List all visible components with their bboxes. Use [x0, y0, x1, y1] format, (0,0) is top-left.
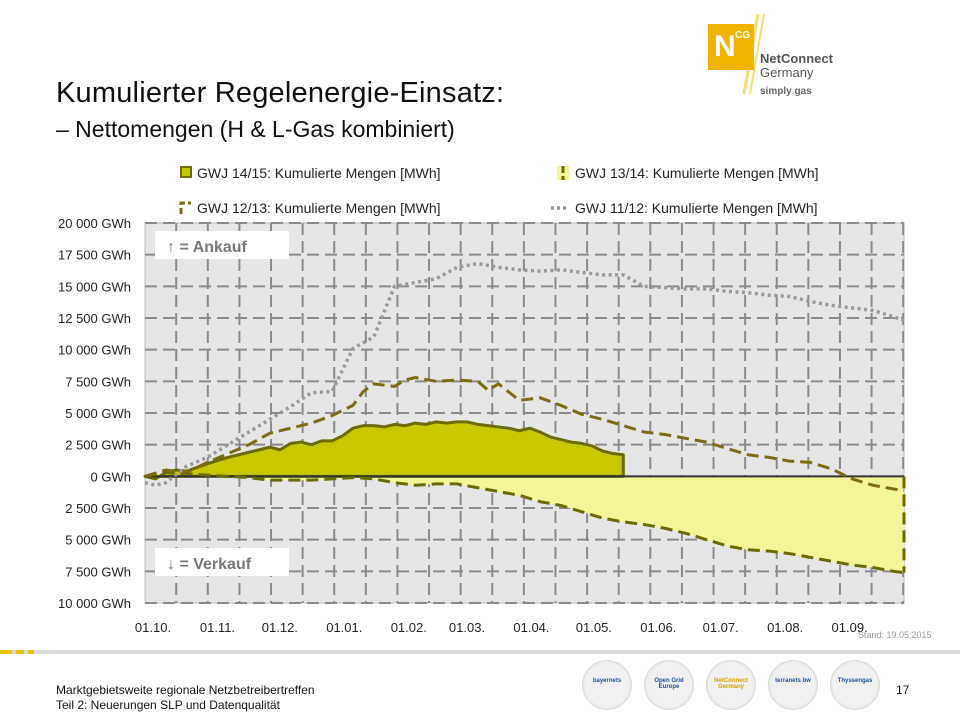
slide-title: Kumulierter Regelenergie-Einsatz:	[56, 77, 505, 109]
partner-name: Open Grid Europe	[654, 678, 684, 690]
x-tick-label: 01.09.	[832, 620, 868, 635]
logo-name-line1: NetConnect	[760, 51, 833, 66]
footer-line2: Teil 2: Neuerungen SLP und Datenqualität	[56, 698, 280, 712]
partner-name: Thyssengas	[837, 678, 873, 684]
series-gwj1314-line	[144, 471, 905, 575]
page-number: 17	[896, 683, 910, 697]
x-tick-label: 01.06.	[640, 620, 676, 635]
legend-label: GWJ 12/13: Kumulierte Mengen [MWh]	[197, 200, 441, 216]
y-tick-label: 5 000 GWh	[65, 406, 131, 421]
x-tick-label: 01.03.	[449, 620, 485, 635]
y-tick-label: 17 500 GWh	[58, 248, 131, 263]
annotation-ankauf-label: ↑ = Ankauf	[167, 239, 248, 256]
series-gwj1112-line	[144, 261, 905, 488]
partner-name: terranets bw	[775, 678, 811, 684]
x-tick-label: 01.07.	[703, 620, 739, 635]
y-tick-label: 7 500 GWh	[65, 374, 131, 389]
x-tick-label: 01.01.	[326, 620, 362, 635]
y-tick-label: 10 000 GWh	[58, 596, 131, 611]
partner-logo: Open Grid Europe	[644, 660, 694, 710]
partner-logo: Thyssengas	[830, 660, 880, 710]
partner-name: bayernets	[592, 678, 622, 684]
y-tick-label: 2 500 GWh	[65, 438, 131, 453]
y-tick-label: 12 500 GWh	[58, 311, 131, 326]
y-tick-label: 7 500 GWh	[65, 564, 131, 579]
annotation-verkauf-box	[155, 548, 289, 576]
x-tick-label: 01.12.	[262, 620, 298, 635]
y-tick-label: 0 GWh	[91, 469, 131, 484]
legend-label: GWJ 13/14: Kumulierte Mengen [MWh]	[575, 165, 819, 181]
netconnect-logo: N CG NetConnect Germany simply gas	[708, 14, 868, 98]
partner-logos: bayernets Open Grid Europe NetConnect Ge…	[582, 660, 882, 712]
x-tick-label: 01.11.	[200, 620, 235, 635]
legend-label: GWJ 11/12: Kumulierte Mengen [MWh]	[575, 200, 818, 216]
partner-logo: terranets bw	[768, 660, 818, 710]
slide-subtitle: – Nettomengen (H & L-Gas kombiniert)	[56, 116, 455, 142]
annotation-ankauf-box	[155, 231, 289, 259]
logo-mark: N CG	[708, 24, 754, 70]
partner-logo: NetConnect Germany	[706, 660, 756, 710]
legend-label: GWJ 14/15: Kumulierte Mengen [MWh]	[197, 165, 441, 181]
cumulative-chart: 20 000 GWh 17 500 GWh 15 000 GWh 12 500 GWh…	[58, 165, 906, 635]
footer-divider	[0, 650, 960, 654]
annotation-verkauf-label: ↓ = Verkauf	[167, 556, 252, 573]
y-tick-label: 10 000 GWh	[58, 343, 131, 358]
series-gwj1314-area	[145, 472, 904, 573]
logo-letter: N	[714, 30, 736, 63]
legend-swatch	[179, 201, 191, 214]
y-tick-label: 20 000 GWh	[58, 216, 131, 231]
partner-logo: bayernets	[582, 660, 632, 710]
x-tick-label: 01.08.	[767, 620, 803, 635]
partner-name: NetConnect Germany	[714, 678, 748, 690]
y-tick-label: 2 500 GWh	[65, 501, 131, 516]
y-tick-label: 5 000 GWh	[65, 533, 131, 548]
x-tick-label: 01.10.	[135, 620, 171, 635]
x-tick-label: 01.02.	[391, 620, 427, 635]
stand-date: Stand: 19.05.2015	[858, 630, 932, 640]
series-gwj1415-area	[143, 420, 625, 481]
legend-swatch	[180, 166, 192, 178]
x-tick-label: 01.04.	[513, 620, 549, 635]
footer-line1: Marktgebietsweite regionale Netzbetreibe…	[56, 683, 315, 697]
x-tick-label: 01.05.	[576, 620, 612, 635]
logo-sup: CG	[735, 30, 750, 41]
y-tick-label: 15 000 GWh	[58, 279, 131, 294]
series-gwj1213-line	[144, 376, 905, 492]
logo-name-line2: Germany	[760, 65, 814, 80]
logo-tagline: simply gas	[760, 86, 812, 97]
